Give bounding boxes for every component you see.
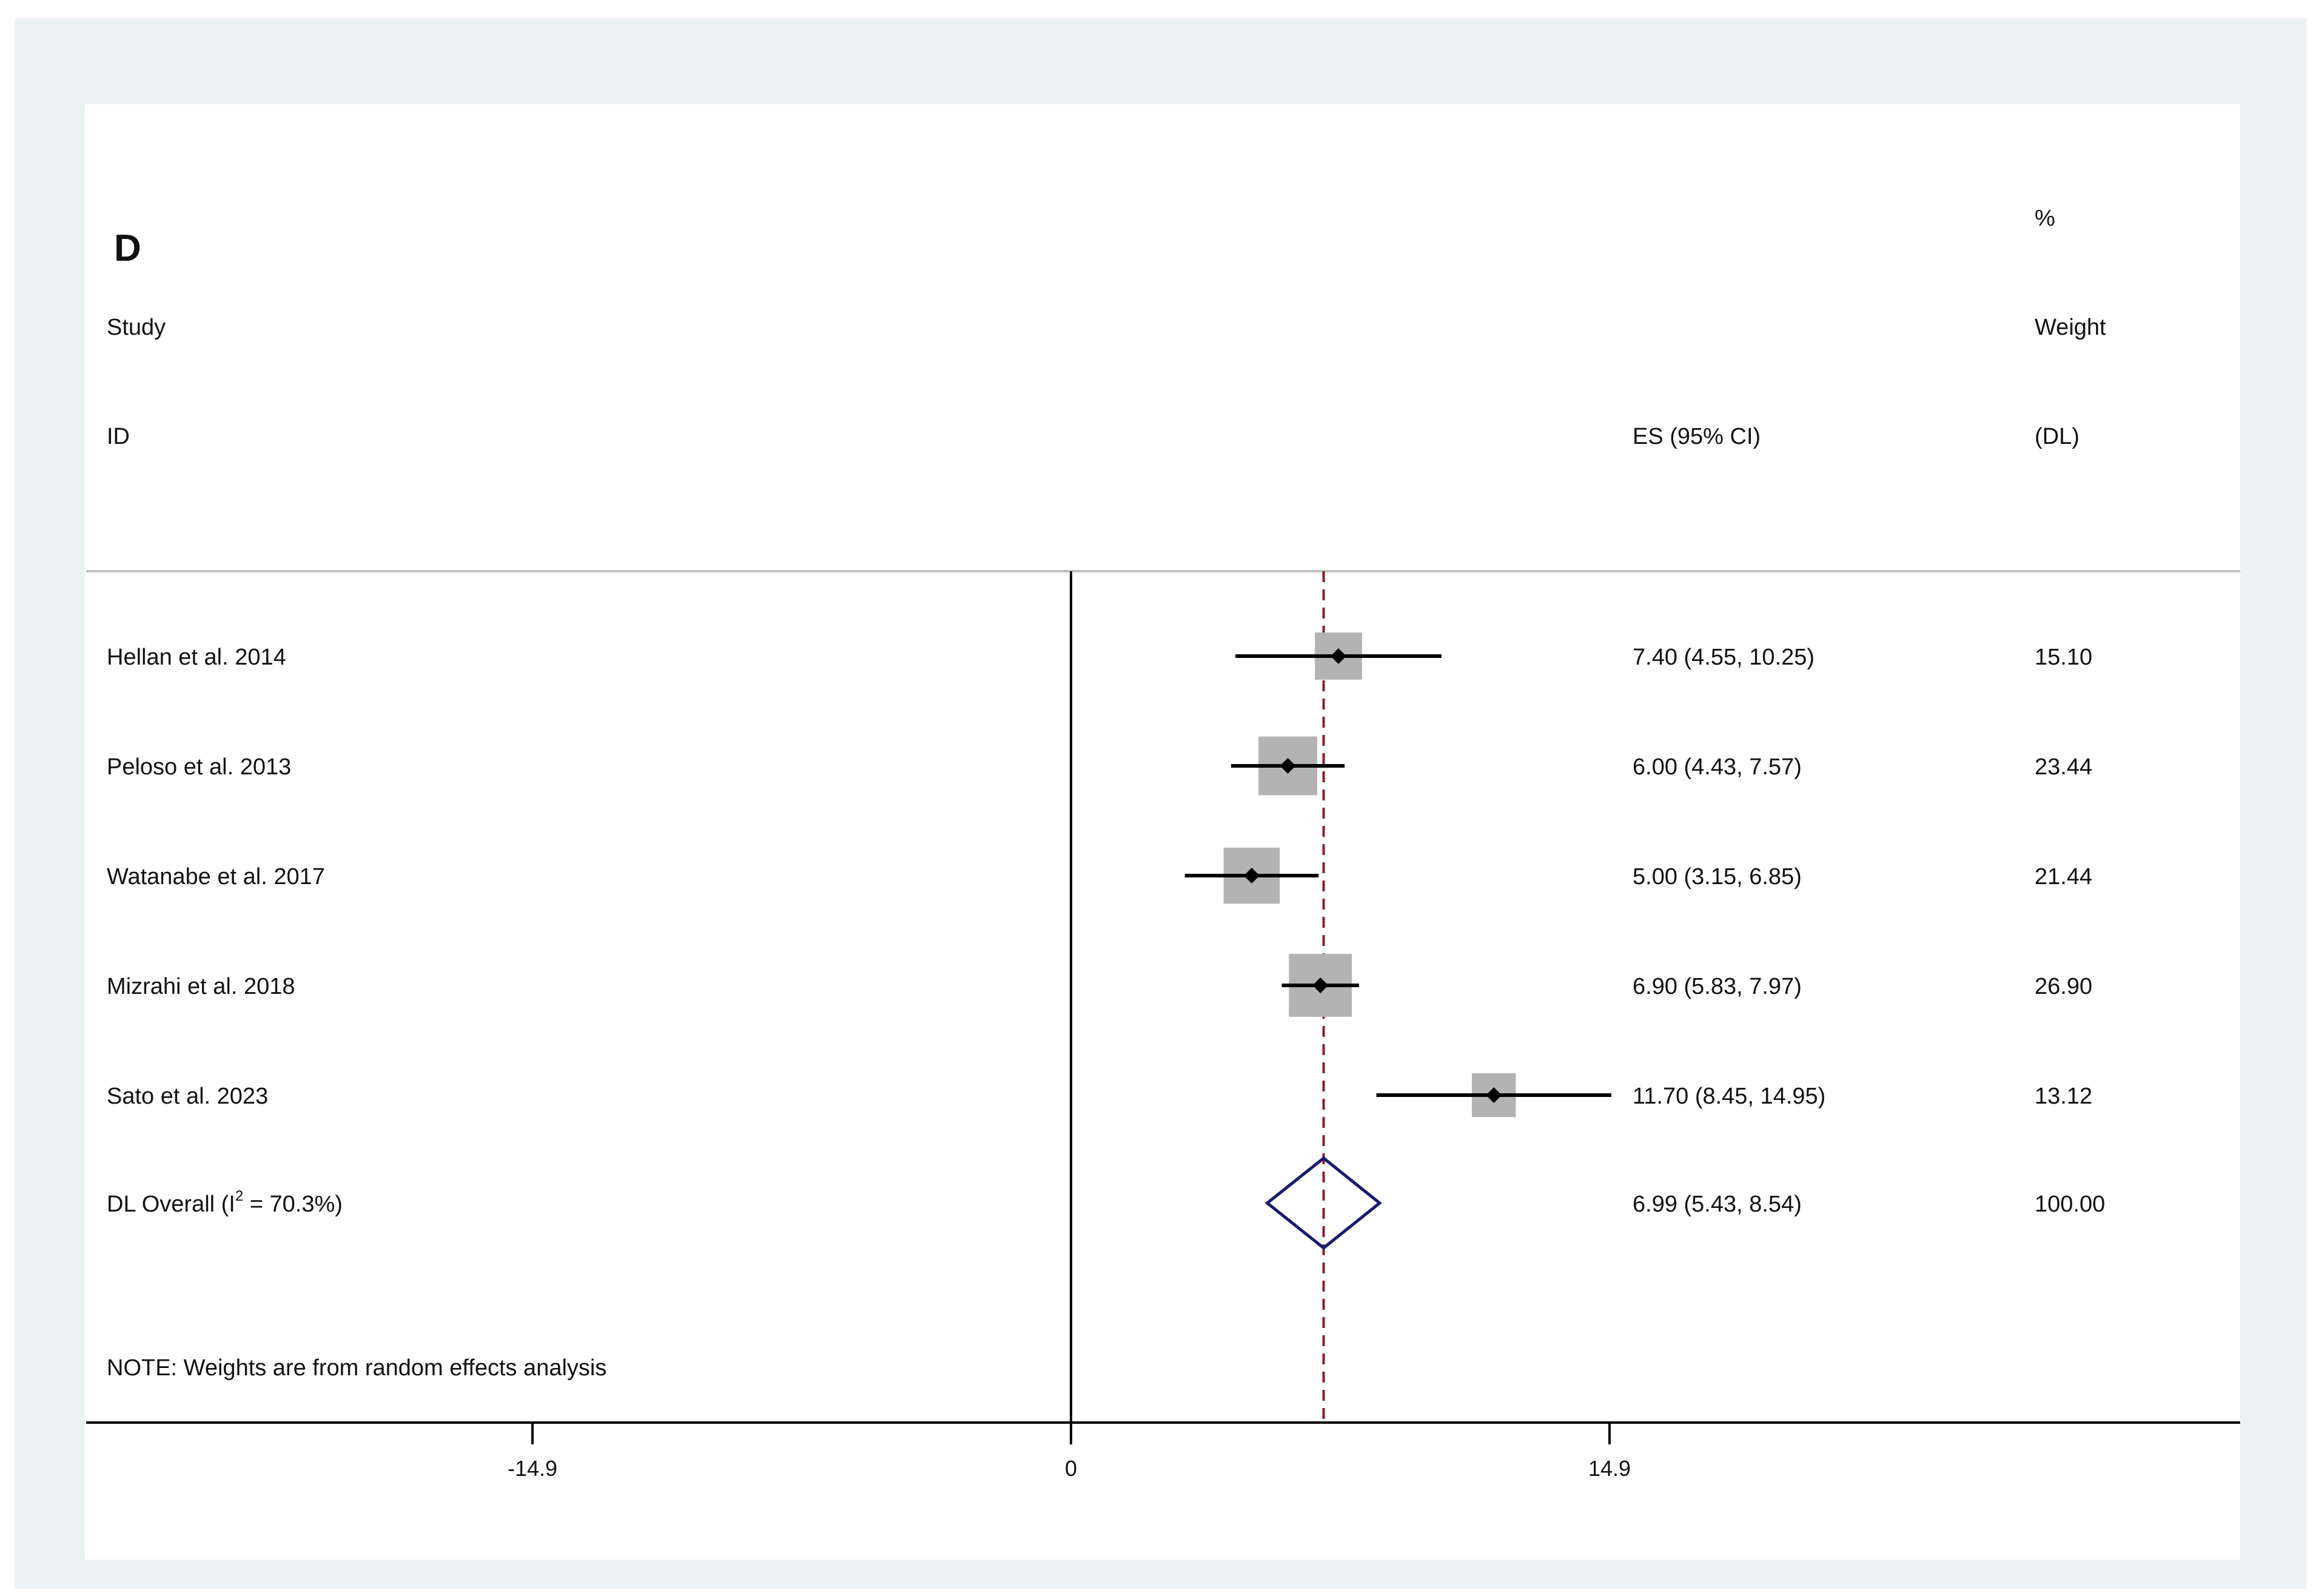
study-row: Sato et al. 2023 11.70 (8.45, 14.95) 13.12 bbox=[107, 1073, 2092, 1118]
study-es-ci: 6.90 (5.83, 7.97) bbox=[1633, 974, 1802, 999]
header-weight-percent: % bbox=[2035, 206, 2055, 231]
header-study: Study bbox=[107, 315, 166, 340]
x-tick-label: 0 bbox=[1065, 1456, 1077, 1481]
study-rows: Hellan et al. 2014 7.40 (4.55, 10.25) 15.1… bbox=[107, 632, 2092, 1118]
study-name: Peloso et al. 2013 bbox=[107, 754, 291, 780]
study-es-ci: 6.00 (4.43, 7.57) bbox=[1633, 754, 1802, 780]
study-row: Mizrahi et al. 2018 6.90 (5.83, 7.97) 26.9… bbox=[107, 954, 2092, 1017]
overall-diamond bbox=[1264, 1156, 1382, 1250]
point-estimate bbox=[1331, 648, 1347, 664]
x-tick-label: -14.9 bbox=[508, 1456, 557, 1481]
study-row: Peloso et al. 2013 6.00 (4.43, 7.57) 23.44 bbox=[107, 736, 2092, 796]
study-es-ci: 5.00 (3.15, 6.85) bbox=[1633, 864, 1802, 890]
x-tick-label: 14.9 bbox=[1588, 1456, 1631, 1481]
panel-label: D bbox=[114, 227, 141, 269]
overall-es-ci: 6.99 (5.43, 8.54) bbox=[1633, 1192, 1802, 1217]
overall-label-superscript: 2 bbox=[235, 1188, 243, 1204]
point-estimate bbox=[1486, 1087, 1502, 1103]
study-name: Hellan et al. 2014 bbox=[107, 645, 286, 670]
study-es-ci: 11.70 (8.45, 14.95) bbox=[1633, 1084, 1825, 1109]
study-name: Watanabe et al. 2017 bbox=[107, 864, 325, 890]
study-name: Mizrahi et al. 2018 bbox=[107, 974, 295, 999]
study-weight: 13.12 bbox=[2035, 1084, 2092, 1109]
study-weight: 26.90 bbox=[2035, 974, 2092, 999]
study-name: Sato et al. 2023 bbox=[107, 1084, 268, 1109]
study-row: Watanabe et al. 2017 5.00 (3.15, 6.85) 21.… bbox=[107, 847, 2092, 904]
point-estimate bbox=[1312, 977, 1329, 993]
overall-row: DL Overall (I2 = 70.3%) 6.99 (5.43, 8.54… bbox=[107, 1156, 2105, 1250]
overall-label-tail: = 70.3%) bbox=[243, 1192, 343, 1217]
overall-weight: 100.00 bbox=[2035, 1192, 2105, 1217]
study-es-ci: 7.40 (4.55, 10.25) bbox=[1633, 645, 1814, 670]
header-weight-method: (DL) bbox=[2035, 424, 2080, 449]
point-estimate bbox=[1243, 868, 1260, 884]
header-es-ci: ES (95% CI) bbox=[1633, 424, 1761, 449]
header-weight: Weight bbox=[2035, 315, 2106, 340]
weights-note: NOTE: Weights are from random effects an… bbox=[107, 1355, 606, 1381]
plot-area bbox=[85, 104, 2240, 1560]
overall-label: DL Overall (I2 = 70.3%) bbox=[107, 1188, 343, 1217]
study-weight: 23.44 bbox=[2035, 754, 2092, 780]
header-id: ID bbox=[107, 424, 130, 449]
x-axis-ticks: -14.9 0 14.9 bbox=[508, 1423, 1631, 1481]
study-weight: 15.10 bbox=[2035, 645, 2092, 670]
study-weight: 21.44 bbox=[2035, 864, 2092, 890]
point-estimate bbox=[1280, 758, 1296, 774]
overall-label-main: DL Overall (I bbox=[107, 1192, 235, 1217]
study-row: Hellan et al. 2014 7.40 (4.55, 10.25) 15.1… bbox=[107, 632, 2092, 680]
